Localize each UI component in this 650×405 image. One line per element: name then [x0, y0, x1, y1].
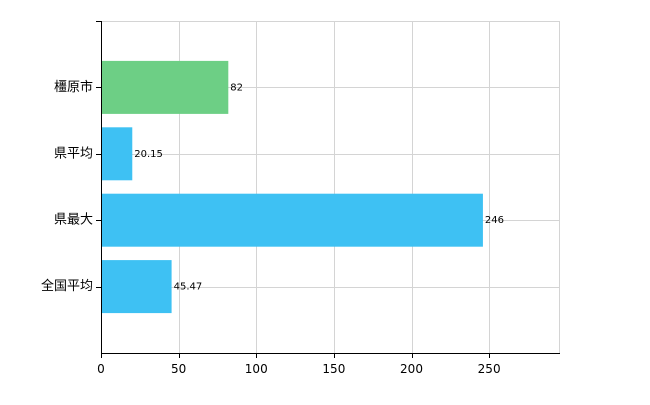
x-tick-label: 200: [400, 362, 423, 376]
data-label: 246: [485, 215, 504, 226]
x-tick-label: 50: [171, 362, 186, 376]
x-tick-label: 250: [478, 362, 501, 376]
data-label: 20.15: [134, 149, 163, 160]
category-label: 橿原市: [54, 79, 93, 95]
bar: [102, 60, 229, 114]
category-label: 全国平均: [41, 278, 93, 294]
bar: [102, 127, 133, 181]
x-tick-label: 100: [245, 362, 268, 376]
bar: [102, 193, 483, 247]
category-label: 県平均: [54, 146, 93, 161]
x-tick-label: 150: [322, 362, 345, 376]
data-label: 45.47: [174, 282, 203, 293]
x-tick-label: 0: [97, 362, 105, 376]
bar-layer: [102, 60, 483, 314]
axis-layer: [96, 21, 560, 358]
category-label: 県最大: [54, 213, 93, 228]
data-label: 82: [230, 82, 243, 93]
bar: [102, 260, 172, 314]
